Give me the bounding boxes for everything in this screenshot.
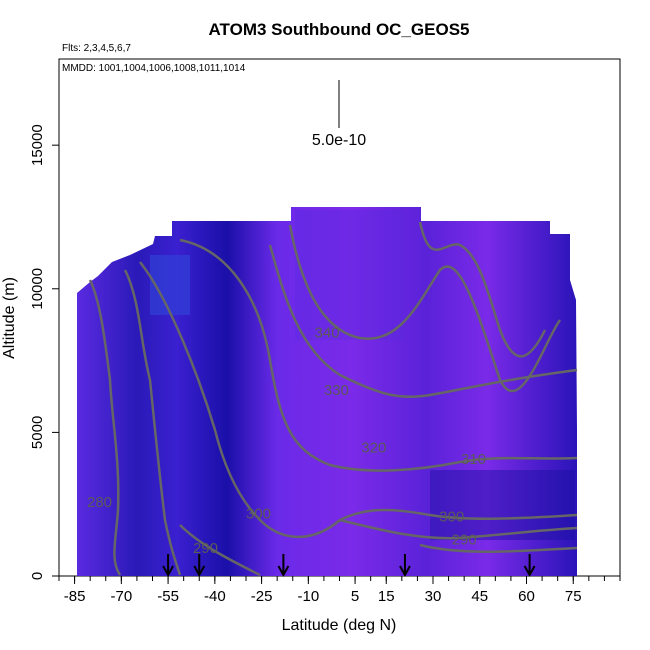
x-tick-label: -25	[251, 588, 273, 605]
flights-note: Flts: 2,3,4,5,6,7	[62, 43, 131, 54]
chart-title: ATOM3 Southbound OC_GEOS5	[209, 20, 470, 39]
x-tick-label: 45	[471, 588, 488, 605]
x-tick-label: -70	[110, 588, 132, 605]
x-tick-label: -40	[204, 588, 226, 605]
flight-marker-arrowhead	[523, 565, 536, 578]
y-axis-label: Altitude (m)	[1, 277, 18, 359]
y-tick-label: 15000	[29, 124, 46, 166]
scale-bar-label: 5.0e-10	[312, 132, 366, 149]
x-tick-label: -55	[157, 588, 179, 605]
x-axis-label: Latitude (deg N)	[282, 617, 397, 634]
contour-label: 290	[452, 531, 477, 548]
contour-label: 280	[87, 494, 112, 511]
contour-label: 340	[315, 325, 340, 342]
flight-marker-arrowhead	[162, 565, 174, 578]
x-tick-label: 5	[351, 588, 359, 605]
heatmap-lower-region	[430, 470, 575, 540]
contour-label: 300	[439, 508, 464, 525]
x-tick-label: 60	[518, 588, 535, 605]
y-tick-label: 5000	[29, 416, 46, 449]
contour-labels: 280 290 300 320 330 340 310 300 290	[87, 325, 486, 557]
flight-marker-arrowhead	[399, 565, 411, 578]
flight-markers	[162, 554, 536, 578]
y-axis: 0 5000 10000 15000	[29, 124, 59, 580]
x-tick-label: -10	[297, 588, 319, 605]
contour-label: 290	[193, 540, 218, 557]
dates-note: MMDD: 1001,1004,1006,1008,1011,1014	[62, 63, 246, 74]
flight-marker-arrowhead	[193, 565, 206, 578]
x-axis: -85 -70 -55 -40 -25 -10 5 15 30 45 60 75	[58, 576, 621, 605]
contour-label: 310	[461, 451, 486, 468]
heatmap-upper-region	[295, 210, 405, 340]
x-tick-label: 30	[425, 588, 442, 605]
contour-label: 320	[361, 439, 386, 456]
contour-lines	[88, 221, 578, 577]
heatmap-field	[77, 207, 577, 576]
contour-label: 330	[324, 382, 349, 399]
x-tick-label: -85	[64, 588, 86, 605]
x-tick-label: 75	[565, 588, 582, 605]
y-tick-label: 0	[29, 572, 46, 580]
contour-label: 300	[246, 506, 271, 523]
x-tick-label: 15	[378, 588, 395, 605]
flight-marker-arrowhead	[277, 565, 290, 578]
y-tick-label: 10000	[29, 268, 46, 310]
